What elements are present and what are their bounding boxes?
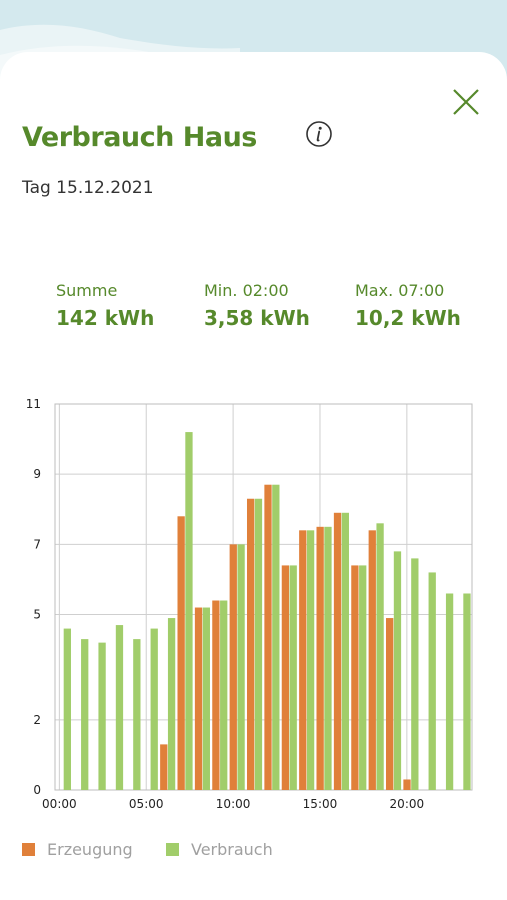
stat-label: Min. 02:00	[204, 281, 289, 300]
bar-verbrauch	[359, 565, 367, 790]
bar-erzeugung	[177, 516, 185, 790]
bar-erzeugung	[385, 618, 394, 790]
stat-label: Summe	[56, 281, 118, 300]
bar-verbrauch	[411, 558, 419, 790]
x-tick-label: 05:00	[129, 797, 164, 811]
bar-verbrauch	[341, 512, 349, 790]
bar-erzeugung	[333, 512, 342, 790]
bar-erzeugung	[299, 530, 307, 790]
bar-verbrauch	[220, 600, 228, 790]
hourly-bar-chart: 0 2 5 7 9 11 00:00 05:00 10:00 15:00 20:00	[26, 397, 473, 811]
x-tick-label: 10:00	[216, 797, 251, 811]
bar-verbrauch	[150, 628, 158, 790]
bar-verbrauch	[463, 593, 471, 790]
bar-verbrauch	[324, 526, 332, 790]
bar-erzeugung	[160, 744, 168, 790]
bar-verbrauch	[63, 628, 71, 790]
bar-erzeugung	[281, 565, 290, 790]
date-subtitle: Tag 15.12.2021	[22, 178, 154, 198]
legend-label: Verbrauch	[191, 840, 273, 859]
bar-erzeugung	[264, 484, 272, 790]
bar-erzeugung	[351, 565, 359, 790]
bar-verbrauch	[81, 639, 89, 790]
close-icon	[453, 89, 479, 115]
x-tick-label: 20:00	[390, 797, 425, 811]
y-tick-label: 7	[33, 537, 41, 551]
legend-item-verbrauch: Verbrauch	[166, 840, 273, 859]
stat-max: Max. 07:00 10,2 kWh	[355, 280, 461, 332]
plot-frame	[54, 403, 473, 791]
bar-verbrauch	[237, 544, 245, 790]
info-icon	[306, 121, 332, 147]
y-tick-label: 5	[33, 608, 41, 622]
stat-label: Max. 07:00	[355, 281, 445, 300]
stat-value: 142 kWh	[56, 306, 155, 330]
info-button[interactable]	[305, 120, 333, 148]
stat-value: 3,58 kWh	[204, 306, 310, 330]
bar-verbrauch	[115, 625, 124, 790]
bar-erzeugung	[246, 498, 255, 790]
y-tick-label: 0	[33, 783, 41, 797]
bar-erzeugung	[368, 530, 376, 790]
bar-erzeugung	[212, 600, 220, 790]
bar-verbrauch	[254, 498, 263, 790]
bar-erzeugung	[403, 779, 411, 790]
y-tick-label: 2	[33, 713, 41, 727]
bar-verbrauch	[133, 639, 141, 790]
bar-verbrauch	[445, 593, 454, 790]
legend-swatch-verbrauch	[166, 843, 179, 856]
bar-verbrauch	[306, 530, 315, 790]
bar-verbrauch	[167, 618, 176, 790]
legend-label: Erzeugung	[47, 840, 133, 859]
bar-verbrauch	[202, 607, 210, 790]
bar-verbrauch	[393, 551, 402, 790]
bar-verbrauch	[98, 642, 106, 790]
legend-item-erzeugung: Erzeugung	[22, 840, 133, 859]
bar-erzeugung	[229, 544, 237, 790]
bar-erzeugung	[194, 607, 203, 790]
bar-verbrauch	[272, 484, 280, 790]
stat-min: Min. 02:00 3,58 kWh	[204, 280, 310, 332]
x-tick-label: 15:00	[303, 797, 338, 811]
x-tick-label: 00:00	[42, 797, 77, 811]
y-tick-label: 11	[26, 397, 41, 411]
stat-sum: Summe 142 kWh	[56, 280, 154, 332]
close-button[interactable]	[446, 82, 486, 122]
legend-swatch-erzeugung	[22, 843, 35, 856]
bar-verbrauch	[185, 432, 193, 790]
bar-verbrauch	[428, 572, 436, 790]
y-tick-label: 9	[33, 467, 41, 481]
bar-verbrauch	[289, 565, 297, 790]
page-title: Verbrauch Haus	[22, 122, 257, 153]
bar-verbrauch	[376, 523, 384, 790]
stat-value: 10,2 kWh	[355, 306, 461, 330]
bar-erzeugung	[316, 526, 324, 790]
